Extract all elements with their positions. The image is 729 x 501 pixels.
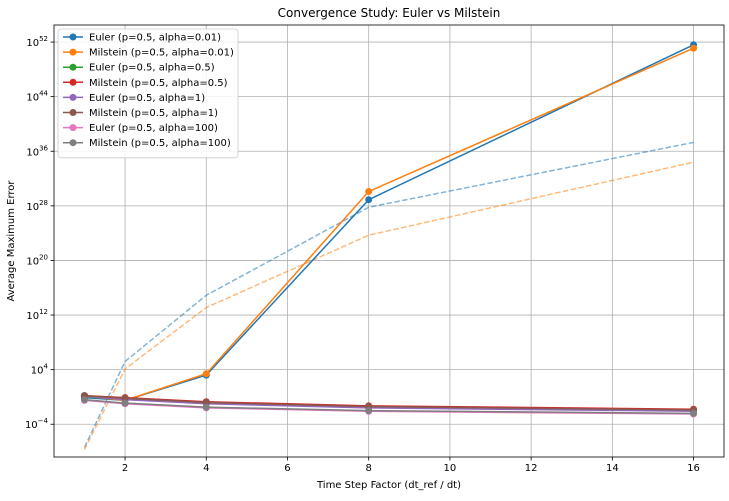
y-tick-base: 10	[25, 420, 38, 431]
x-tick-label: 8	[366, 463, 372, 474]
legend-swatch-marker	[69, 78, 77, 86]
legend-swatch-marker	[69, 63, 77, 71]
legend-label: Euler (p=0.5, alpha=0.5)	[89, 63, 215, 74]
y-tick-base: 10	[31, 366, 44, 377]
data-point	[690, 44, 698, 52]
legend-swatch-marker	[69, 93, 77, 101]
legend-swatch-marker	[69, 139, 77, 147]
x-tick-label: 2	[122, 463, 128, 474]
x-tick-label: 12	[525, 463, 538, 474]
legend-swatch-marker	[69, 33, 77, 41]
y-tick-exponent: 44	[39, 90, 48, 98]
y-tick-base: 10	[26, 93, 39, 104]
legend-swatch-marker	[69, 48, 77, 56]
x-axis-label: Time Step Factor (dt_ref / dt)	[316, 480, 461, 491]
legend-swatch-marker	[69, 124, 77, 132]
y-tick-exponent: 12	[39, 308, 48, 316]
y-tick-base: 10	[26, 256, 39, 267]
y-tick-base: 10	[26, 38, 39, 49]
data-point	[365, 407, 373, 415]
x-tick-label: 16	[687, 463, 700, 474]
y-tick-exponent: −4	[38, 417, 49, 425]
y-tick-label: 104	[31, 363, 49, 377]
x-axis-ticks: 2 4 6 8 10 12 14 16	[122, 457, 700, 474]
plot-frame	[53, 24, 725, 458]
y-tick-base: 10	[26, 147, 39, 158]
grid	[54, 25, 724, 457]
legend-label: Milstein (p=0.5, alpha=1)	[89, 108, 218, 119]
legend-label: Milstein (p=0.5, alpha=0.01)	[89, 48, 234, 59]
series-lines	[80, 41, 698, 418]
y-tick-label: 1044	[26, 90, 48, 104]
y-tick-base: 10	[26, 311, 39, 322]
data-point	[80, 396, 88, 404]
data-point	[121, 399, 129, 407]
x-tick-label: 10	[444, 463, 457, 474]
legend-label: Milstein (p=0.5, alpha=100)	[89, 138, 231, 149]
legend-label: Euler (p=0.5, alpha=100)	[89, 123, 218, 134]
reference-line	[83, 141, 694, 448]
reference-line	[83, 161, 694, 450]
legend: Euler (p=0.5, alpha=0.01) Milstein (p=0.5…	[57, 28, 239, 159]
y-tick-base: 10	[26, 202, 39, 213]
data-point	[365, 196, 373, 204]
reference-lines	[83, 141, 694, 450]
legend-label: Euler (p=0.5, alpha=1)	[89, 93, 205, 104]
y-tick-exponent: 4	[44, 363, 49, 371]
y-axis-label: Average Maximum Error	[6, 180, 17, 302]
x-tick-label: 6	[284, 463, 290, 474]
data-point	[202, 403, 210, 411]
chart-title: Convergence Study: Euler vs Milstein	[278, 6, 501, 20]
legend-swatch-marker	[69, 109, 77, 116]
y-tick-exponent: 28	[39, 199, 48, 207]
y-tick-exponent: 52	[39, 35, 48, 43]
y-tick-exponent: 20	[39, 253, 48, 261]
y-tick-label: 1028	[26, 199, 48, 213]
y-tick-label: 1020	[26, 253, 48, 267]
legend-label: Milstein (p=0.5, alpha=0.5)	[89, 78, 228, 89]
y-tick-label: 1052	[26, 35, 48, 49]
legend-label: Euler (p=0.5, alpha=0.01)	[89, 33, 221, 44]
y-tick-exponent: 36	[39, 144, 48, 152]
data-point	[202, 370, 210, 378]
y-tick-label: 10−4	[25, 417, 49, 431]
x-tick-label: 14	[606, 463, 619, 474]
data-point	[365, 188, 373, 196]
data-point	[690, 409, 698, 417]
y-tick-label: 1036	[26, 144, 48, 158]
legend-box	[57, 28, 239, 159]
y-tick-label: 1012	[26, 308, 48, 322]
x-tick-label: 4	[203, 463, 209, 474]
